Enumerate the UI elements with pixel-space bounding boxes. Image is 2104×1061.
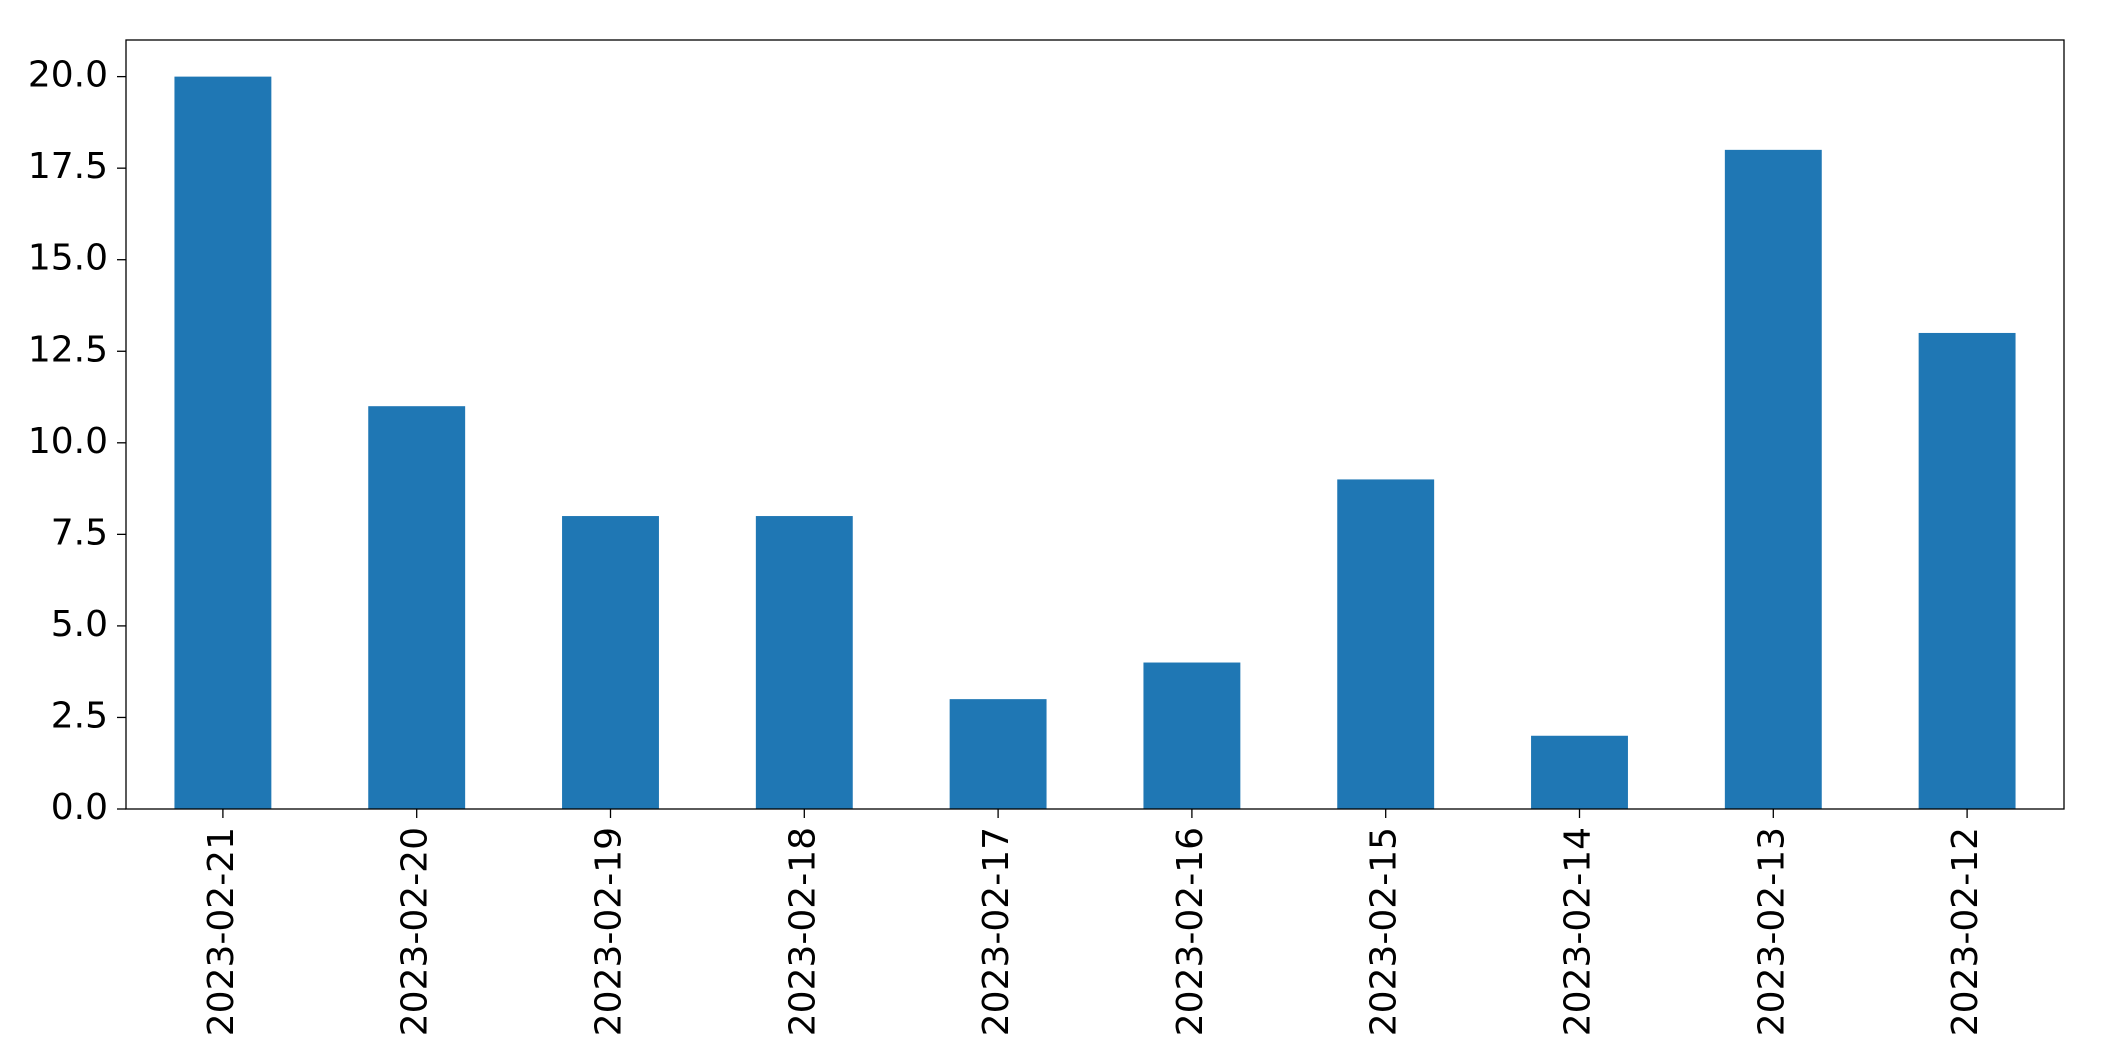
bar — [1724, 149, 1822, 809]
bar — [1918, 332, 2016, 809]
x-tick-label: 2023-02-19 — [589, 827, 630, 1036]
x-tick-label: 2023-02-18 — [782, 827, 823, 1036]
y-tick-label: 20.0 — [28, 55, 108, 96]
x-tick-label: 2023-02-20 — [395, 827, 436, 1036]
x-tick-label: 2023-02-16 — [1170, 827, 1211, 1036]
bar — [1531, 735, 1628, 809]
y-tick-label: 0.0 — [51, 787, 108, 828]
plot-frame — [125, 39, 2065, 810]
y-tick-label: 7.5 — [51, 512, 108, 553]
x-tick-label: 2023-02-17 — [976, 827, 1017, 1036]
bar — [949, 699, 1047, 809]
x-tick-label: 2023-02-14 — [1558, 827, 1599, 1036]
x-tick-label: 2023-02-15 — [1364, 827, 1405, 1036]
bar — [562, 516, 659, 809]
y-tick-label: 12.5 — [28, 329, 108, 370]
y-tick-label: 5.0 — [51, 604, 108, 645]
y-tick-label: 15.0 — [28, 238, 108, 279]
y-tick-label: 10.0 — [28, 421, 108, 462]
y-tick-label: 2.5 — [51, 695, 108, 736]
x-tick-label: 2023-02-12 — [1945, 827, 1986, 1036]
x-tick-label: 2023-02-13 — [1751, 827, 1792, 1036]
y-tick-label: 17.5 — [28, 146, 108, 187]
bar — [174, 76, 272, 810]
x-tick-label: 2023-02-21 — [201, 827, 242, 1036]
bar — [1143, 662, 1241, 809]
bar — [1337, 479, 1435, 809]
bar — [755, 516, 853, 809]
bar — [368, 406, 466, 809]
